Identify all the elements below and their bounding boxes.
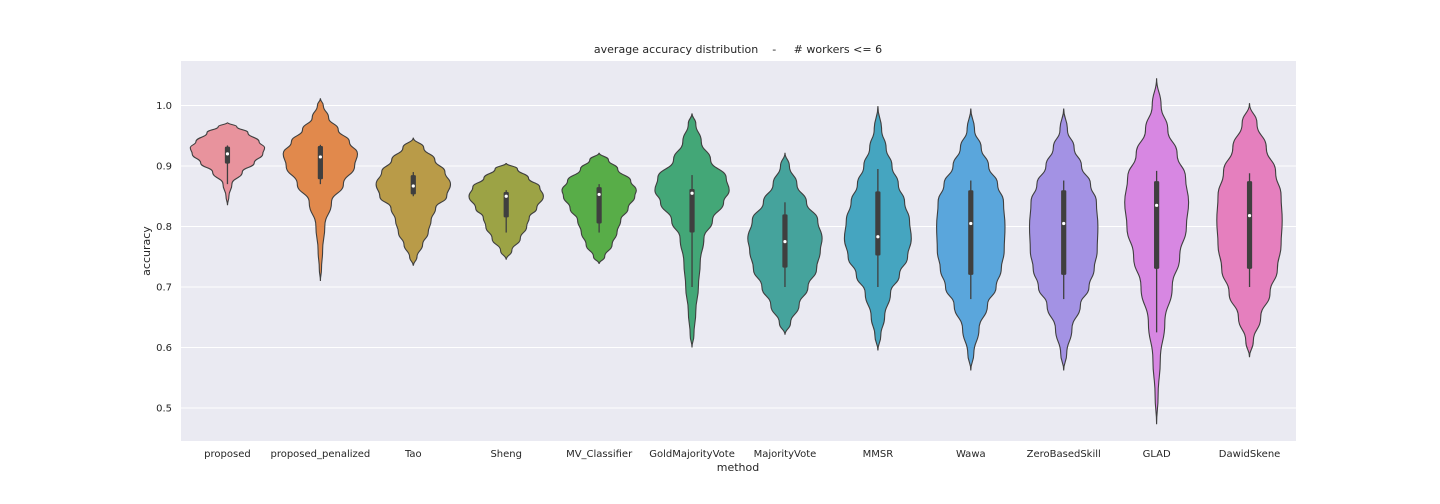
violin-proposed [189,122,266,206]
violin-proposed-penalized [282,98,359,282]
x-tick-label: Wawa [956,449,986,460]
median-dot [876,235,880,239]
y-tick-label: 0.6 [156,343,172,354]
chart-title: average accuracy distribution - # worker… [594,43,882,56]
y-tick-label: 0.8 [156,222,172,233]
median-dot [597,192,601,197]
x-tick-label: MajorityVote [754,449,817,460]
x-tick-label: MMSR [863,449,894,460]
y-tick-label: 1.0 [156,101,172,112]
x-tick-label: Sheng [490,449,522,460]
violins [189,78,1283,425]
x-tick-label: ZeroBasedSkill [1027,449,1101,460]
median-dot [969,221,973,226]
x-tick-label: proposed [204,449,251,460]
violin-wawa [936,108,1006,371]
median-dot [411,184,415,188]
x-axis-label: method [717,461,759,474]
violin-sheng [468,162,544,262]
violin-mv-classifier [561,152,637,265]
y-tick-label: 0.7 [156,283,172,294]
y-tick-label: 0.5 [156,404,172,415]
iqr-box [689,188,695,233]
iqr-box [1246,181,1253,269]
iqr-box [1154,181,1160,269]
y-axis-label: accuracy [140,226,153,276]
violin-glad [1124,78,1190,425]
violin-mmsr [843,106,912,352]
median-dot [504,194,508,198]
iqr-box [875,191,881,256]
iqr-box [317,146,323,180]
iqr-box [596,187,602,224]
median-dot [1155,203,1159,207]
x-tick-label: DawidSkene [1219,449,1281,460]
gridlines [181,105,1296,409]
iqr-box [968,190,974,275]
iqr-box [503,192,509,218]
x-tick-labels: proposed proposed_penalized Tao Sheng MV_Cla… [204,449,1280,460]
violin-tao [375,137,452,268]
median-dot [318,155,322,159]
x-tick-label: GLAD [1143,449,1171,460]
median-dot [1062,221,1066,226]
violin-goldmajorityvote [654,113,730,348]
iqr-box [1061,190,1067,275]
violin-dawidskene [1216,103,1283,358]
violin-majorityvote [747,152,823,336]
violin-zerobasedskill [1028,108,1099,372]
violin-body [282,98,359,282]
x-tick-label: MV_Classifier [566,449,633,460]
median-dot [1247,214,1252,218]
x-tick-label: proposed_penalized [270,449,370,460]
median-dot [690,191,694,195]
x-tick-label: Tao [404,449,422,460]
x-tick-label: GoldMajorityVote [649,449,735,460]
y-tick-label: 0.9 [156,162,172,173]
median-dot [225,152,230,156]
plot-area [181,61,1296,441]
y-tick-labels: 0.5 0.6 0.7 0.8 0.9 1.0 [156,101,172,415]
median-dot [783,240,787,244]
violin-body [375,137,452,268]
